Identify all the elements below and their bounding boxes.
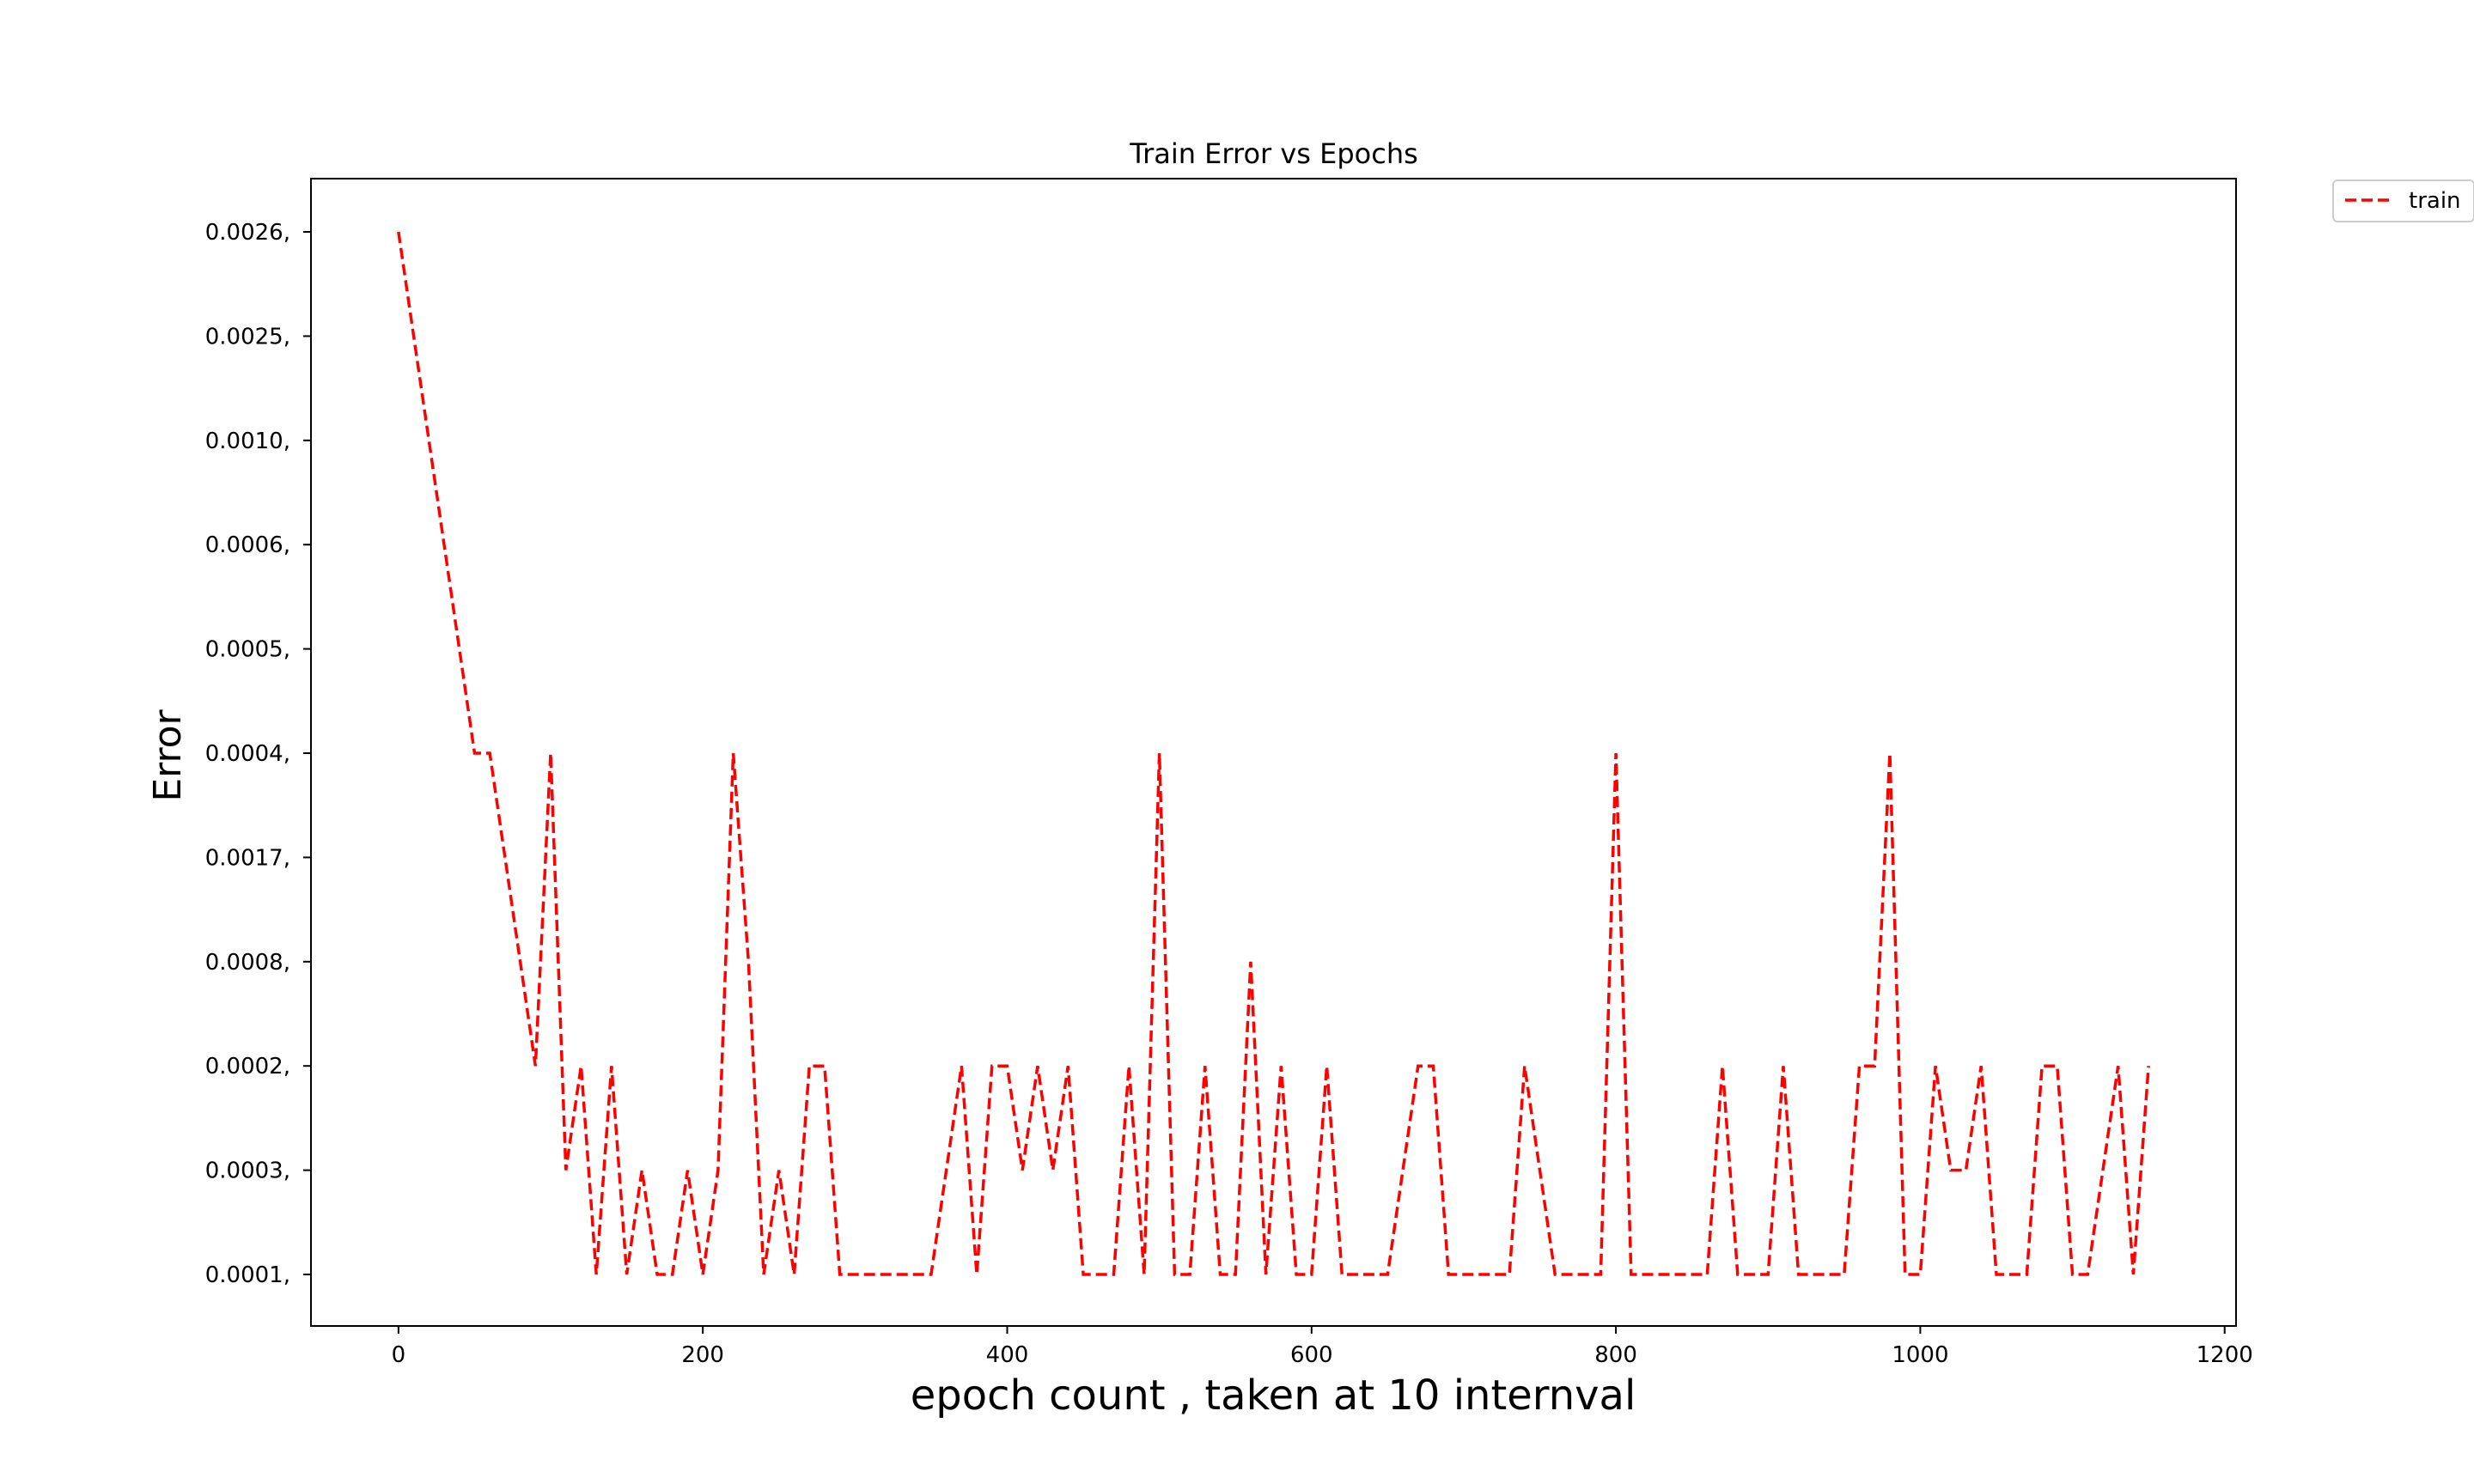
x-axis: 0 200 400 600 800 1000 1200 [392, 1326, 2253, 1368]
plot-area: 0 200 400 600 800 1000 1200 0.0001,0.0003,0.00… [205, 178, 2253, 1368]
y-tick-label: 0.0004, [205, 741, 290, 767]
y-tick-label: 0.0010, [205, 429, 290, 454]
y-tick-label: 0.0017, [205, 845, 290, 871]
y-tick-label: 0.0003, [205, 1159, 290, 1184]
y-tick-label: 0.0026, [205, 220, 290, 246]
legend-label-train: train [2409, 188, 2461, 214]
legend-box [2332, 179, 2474, 222]
x-tick-label: 200 [681, 1342, 724, 1368]
x-tick-label: 800 [1594, 1342, 1637, 1368]
y-tick-label: 0.0001, [205, 1262, 290, 1288]
x-tick-label: 1200 [2197, 1342, 2253, 1368]
x-tick-label: 600 [1290, 1342, 1333, 1368]
x-axis-label: epoch count , taken at 10 internval [911, 1371, 1636, 1420]
legend: train [2332, 179, 2474, 222]
series-line-train [397, 231, 2150, 1276]
y-axis: 0.0001, 0.0003, 0.0002, 0.0008, 0.0017, 0.000… [205, 220, 311, 1288]
y-tick-label: 0.0005, [205, 637, 290, 663]
x-tick-label: 400 [986, 1342, 1029, 1368]
x-tick-label: 1000 [1892, 1342, 1948, 1368]
y-tick-label: 0.0025, [205, 324, 290, 350]
y-tick-label: 0.0002, [205, 1054, 290, 1080]
y-tick-label: 0.0008, [205, 950, 290, 976]
x-tick-label: 0 [392, 1342, 406, 1368]
y-axis-label: Error [146, 709, 190, 801]
y-tick-label: 0.0006, [205, 532, 290, 558]
chart-title: Train Error vs Epochs [1129, 137, 1418, 170]
